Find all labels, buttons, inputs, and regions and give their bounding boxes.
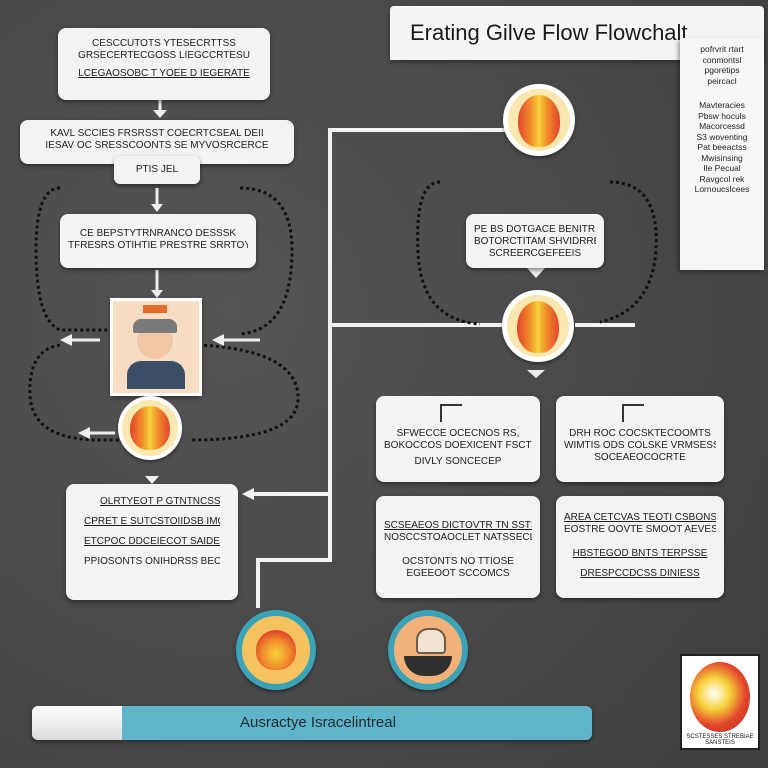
doc-flag-icon (622, 404, 644, 422)
side-bottom-line: Pat beeactss (697, 142, 747, 152)
right-card-b[interactable]: DRH ROC COCSKTECOOMTS WIMTIS ODS COLSKE … (556, 396, 724, 482)
arrowhead-down-7 (145, 476, 159, 484)
connector-middle-right (256, 323, 515, 608)
person-portrait-icon (110, 298, 202, 396)
toilet-icon (388, 610, 468, 690)
side-panel: pofrvrit rtart conmontsl pgoretips peirc… (680, 38, 764, 270)
box-text: OCSTONTS NO TTIOSE (402, 556, 514, 567)
side-top-line: conmontsl (702, 54, 742, 65)
bottom-bar[interactable]: Ausractye Isracelintreal (32, 706, 592, 740)
side-bottom-line: Mavteracies (699, 100, 745, 110)
side-bottom-line: Ile Pecual (703, 163, 741, 173)
arrowhead-left (242, 488, 254, 500)
side-top-line: peircacl (707, 75, 737, 86)
dotted-loop-left-top (34, 186, 108, 332)
arrowhead-down-1 (153, 110, 167, 118)
arrowhead-down-6 (527, 370, 545, 378)
orange-badge-icon (502, 290, 574, 362)
box-text: BOTORCTITAM SHVIDRREET (474, 236, 596, 247)
left-box-4[interactable]: OLRTYEOT P GTNTNCSS CPRET E SUTCSTOIIDSB… (66, 484, 238, 600)
box-text: CESCCUTOTS YTESECRTTSS (92, 38, 236, 49)
box-text: KAVL SCCIES FRSRSST COECRTCSEAL DEII (50, 128, 264, 139)
page-title: Erating Gilve Flow Flowchalt (410, 20, 688, 45)
box-text: CE BEPSTYTRNRANCO DESSSK (79, 228, 237, 239)
bar-cap (32, 706, 122, 740)
right-card-a[interactable]: SFWECCE OCECNOS RS, BOKOCCOS DOEXICENT F… (376, 396, 540, 482)
bottom-bar-label: Ausractye Isracelintreal (240, 714, 396, 731)
side-bottom-line: Ravgcol rek (699, 173, 745, 184)
box-text: OLRTYEOT P GTNTNCSS (100, 496, 220, 507)
side-bottom-line: Pbsw hoculs (698, 110, 746, 121)
orange-badge-icon (236, 610, 316, 690)
box-text: TFRESRS OTIHTIE PRESTRE SRRTOY (68, 240, 248, 251)
left-box-3[interactable]: CE BEPSTYTRNRANCO DESSSK TFRESRS OTIHTIE… (60, 214, 256, 268)
left-box-1[interactable]: CESCCUTOTS YTESECRTTSS GRSECERTECGOSS LI… (58, 28, 270, 100)
side-bottom-line: Lornoucslcees (694, 184, 750, 194)
dotted-loop-right-col-right (599, 180, 658, 324)
side-bottom-line: S3 woventing (696, 131, 748, 142)
box-text: EOSTRE OOVTE SMOOT AEVES (564, 524, 716, 535)
box-text: CPRET E SUTCSTOIIDSB IMOSROPLE (84, 516, 220, 527)
box-text: BOKOCCOS DOEXICENT FSCTE (384, 440, 532, 451)
box-text: DIVLY SONCECEP (414, 456, 502, 467)
orange-badge-icon (503, 84, 575, 156)
right-card-c[interactable]: SCSEAEOS DICTOVTR TN SSTSE NOSCCSTOAOCLE… (376, 496, 540, 598)
box-text: SOCEAEOCOCRTE (594, 452, 686, 463)
arrowhead-down-3 (151, 290, 163, 298)
box-text: SCREERCGEFEEIS (488, 248, 582, 259)
box-text: ETCPOC DDCEIECOT SAIDE SURTSS (84, 536, 220, 547)
box-text: WIMTIS ODS COLSKE VRMSESS (564, 440, 716, 451)
box-text: EGEEOOT SCCOMCS (406, 568, 510, 579)
left-box-2-sub[interactable]: PTIS JEL (114, 156, 200, 184)
left-box-2[interactable]: KAVL SCCIES FRSRSST COECRTCSEAL DEII IES… (20, 120, 294, 164)
dotted-loop-right-top (239, 186, 294, 336)
dotted-loop-left-bottom (28, 343, 120, 442)
box-text: HBSTEGOD BNTS TERPSSE (572, 548, 708, 559)
arrowhead-left-1 (60, 334, 72, 346)
box-text: SCSEAEOS DICTOVTR TN SSTSE (384, 520, 532, 531)
doc-flag-icon (440, 404, 462, 422)
right-card-d[interactable]: AREA CETCVAS TEOTI CSBONSS EOSTRE OOVTE … (556, 496, 724, 598)
arrowhead-down-2 (151, 204, 163, 212)
box-text: AREA CETCVAS TEOTI CSBONSS (564, 512, 716, 523)
box-text: LCEGAOSOBC T YOEE D IEGERATE (78, 68, 250, 79)
box-text: IESAV OC SRESSCOONTS SE MYVOSRCERCE (45, 140, 269, 151)
orange-badge-icon (118, 396, 182, 460)
logo-text: SCSTESSES STREBIAE SANSTEIS (686, 734, 754, 746)
box-text: DRH ROC COCSKTECOOMTS (569, 428, 711, 439)
box-text: PTIS JEL (135, 164, 179, 175)
side-bottom-line: Mwisinsing (701, 152, 743, 163)
box-text: PPIOSONTS ONIHDRSS BEOMTSE (84, 556, 220, 567)
dotted-loop-right-bottom (189, 343, 300, 442)
logo-emblem-icon (690, 662, 750, 732)
box-text: SFWECCE OCECNOS RS, (396, 428, 520, 439)
arrowhead-left-3 (78, 427, 90, 439)
box-text: PE BS DOTGACE BENITRIA, (474, 224, 596, 235)
box-text: GRSECERTECGOSS LIEGCCRTESU (78, 50, 250, 61)
right-box-1[interactable]: PE BS DOTGACE BENITRIA, BOTORCTITAM SHVI… (466, 214, 604, 268)
arrowhead-left-2 (212, 334, 224, 346)
side-top-line: pofrvrit rtart (700, 44, 744, 54)
logo-badge: SCSTESSES STREBIAE SANSTEIS (680, 654, 760, 750)
side-top-line: pgoretips (704, 65, 740, 75)
dotted-loop-right-col-left (416, 180, 481, 326)
box-text: NOSCCSTOAOCLET NATSSECLOS (384, 532, 532, 543)
box-text: DRESPCCDCSS DINIESS (580, 568, 700, 579)
side-bottom-line: Macorcessd (699, 121, 745, 131)
arrowhead-down-5 (527, 268, 545, 278)
